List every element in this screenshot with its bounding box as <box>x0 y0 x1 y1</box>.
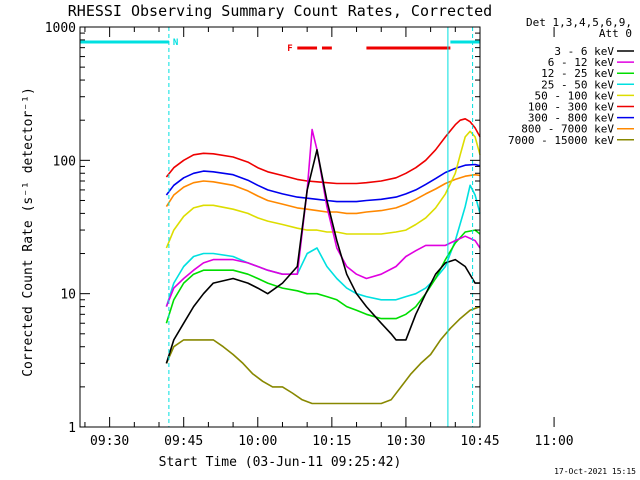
legend-header-line-2: Att 0 <box>599 27 632 40</box>
x-tick-label-3: 10:15 <box>312 434 351 449</box>
vertical-markers <box>168 27 474 427</box>
x-axis: 09:30 09:45 10:00 10:15 10:30 10:45 11:00 <box>84 27 574 449</box>
series-line-4 <box>165 130 481 249</box>
y-tick-label-2: 100 <box>53 154 76 169</box>
x-tick-label-0: 09:30 <box>90 434 129 449</box>
legend-label-4: 50 - 100 keV <box>535 89 615 102</box>
x-axis-label: Start Time (03-Jun-11 09:25:42) <box>159 455 402 470</box>
legend-label-7: 800 - 7000 keV <box>521 123 614 136</box>
series-line-3 <box>165 184 481 307</box>
y-tick-label-0: 1 <box>68 421 76 436</box>
plot-frame <box>79 26 481 428</box>
legend-label-3: 25 - 50 keV <box>541 78 614 91</box>
x-tick-label-6: 11:00 <box>535 434 574 449</box>
legend-label-6: 300 - 800 keV <box>528 112 614 125</box>
x-tick-label-2: 10:00 <box>238 434 277 449</box>
series-line-0 <box>165 149 480 364</box>
chart-title: RHESSI Observing Summary Count Rates, Co… <box>68 2 492 20</box>
x-tick-label-1: 09:45 <box>164 434 203 449</box>
flare-markers: F <box>287 44 451 54</box>
legend-label-8: 7000 - 15000 keV <box>508 134 614 147</box>
night-marker-label: N <box>173 38 178 48</box>
night-markers: N <box>80 38 480 48</box>
series-lines <box>165 118 481 405</box>
y-tick-label-3: 1000 <box>45 21 76 36</box>
y-axis-label: Corrected Count Rate (s⁻¹ detector⁻¹) <box>21 87 36 377</box>
legend-header-line-1: Det 1,3,4,5,6,9, <box>526 16 632 29</box>
legend-label-0: 3 - 6 keV <box>554 45 614 58</box>
series-line-2 <box>165 229 481 324</box>
series-line-6 <box>165 163 481 203</box>
legend-label-1: 6 - 12 keV <box>548 56 615 69</box>
legend-label-5: 100 - 300 keV <box>528 101 614 114</box>
legend-label-2: 12 - 25 keV <box>541 67 614 80</box>
y-tick-label-1: 10 <box>60 288 76 303</box>
series-line-7 <box>165 173 481 215</box>
y-axis: 1 10 100 1000 <box>45 21 480 436</box>
timestamp: 17-Oct-2021 15:15 <box>554 467 636 476</box>
series-line-8 <box>165 305 481 405</box>
series-line-1 <box>165 128 481 307</box>
series-line-5 <box>165 118 481 185</box>
x-tick-label-5: 10:45 <box>460 434 499 449</box>
x-tick-label-4: 10:30 <box>386 434 425 449</box>
flare-marker-label: F <box>287 44 292 54</box>
